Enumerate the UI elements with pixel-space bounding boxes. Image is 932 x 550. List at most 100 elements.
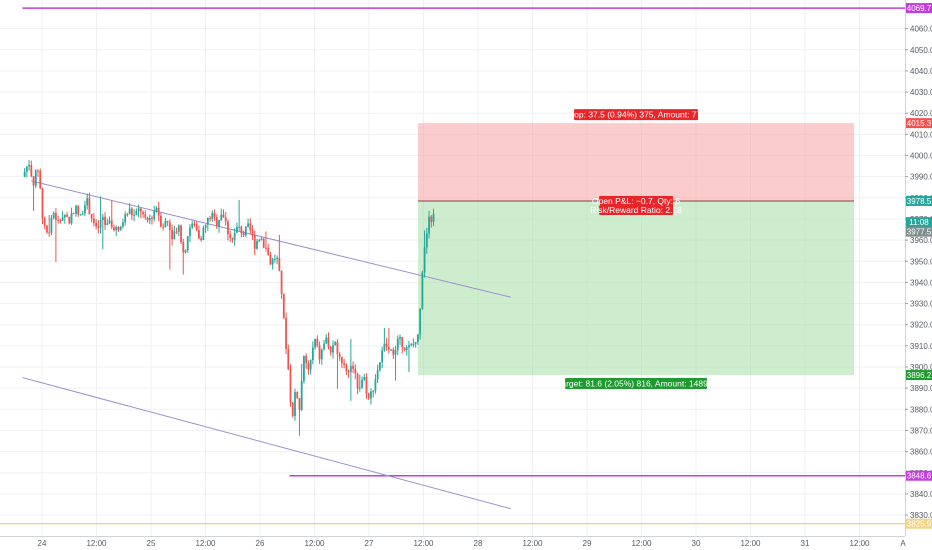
target-label-text: Target: 81.6 (2.05%) 816, Amount: 1489.6 (557, 379, 715, 389)
price-axis[interactable]: 4060.0 4050.0 4040.0 4030.0 4020.0 4010.0 4000… (905, 0, 932, 550)
candle (242, 230, 245, 237)
candle (332, 340, 334, 359)
price-tick-label: 3940.0 (910, 278, 932, 287)
candle (329, 345, 332, 356)
price-tick-label: 3960.0 (910, 236, 932, 245)
time-tick-label: 24 (38, 539, 47, 548)
candle (338, 352, 341, 361)
candle (323, 339, 325, 351)
candle (84, 200, 86, 217)
candle (61, 211, 64, 221)
candle (72, 212, 75, 215)
candle (108, 216, 111, 225)
price-tick-label: 3840.0 (910, 490, 932, 499)
candle (193, 220, 196, 228)
candle (419, 308, 422, 340)
price-badge-text: 3896.2 (907, 371, 932, 380)
trend-channel-lines[interactable] (22, 180, 511, 510)
price-tick-label: 3910.0 (910, 342, 932, 351)
candle (303, 355, 305, 384)
candle (361, 376, 363, 390)
candle (34, 169, 37, 189)
price-tick-label: 4030.0 (910, 88, 932, 97)
candle (171, 224, 173, 246)
price-tick-label: 4060.0 (910, 25, 932, 34)
candle (191, 220, 194, 230)
trendline[interactable] (30, 180, 511, 298)
price-badge: 3896.2 (906, 370, 932, 381)
candle (119, 225, 122, 231)
candle (349, 339, 352, 401)
time-tick-label: 26 (256, 539, 265, 548)
price-tick-label: 3870.0 (910, 426, 932, 435)
candle (25, 165, 28, 178)
candle (133, 209, 136, 222)
candle (113, 224, 115, 232)
time-axis[interactable]: 24 12:00 25 12:00 26 12:00 27 12:00 28 12:00 29 12:… (0, 536, 932, 550)
candle (213, 209, 216, 221)
candle (189, 224, 191, 243)
price-tick-label: 3920.0 (910, 321, 932, 330)
baseline-price-badge: 3825.9 (906, 518, 932, 529)
candle (231, 237, 234, 243)
candle (211, 210, 214, 222)
candle (32, 175, 35, 212)
price-badge-text: 11:08 (909, 218, 929, 227)
candle (68, 216, 71, 225)
candle (267, 243, 270, 256)
candle (224, 211, 227, 226)
candle (309, 359, 312, 375)
candle (314, 338, 316, 350)
price-tick-label: 3880.0 (910, 405, 932, 414)
candle (206, 217, 209, 231)
level-price-badge-text: 4069.7 (907, 4, 932, 13)
candle (218, 219, 220, 233)
candle (148, 214, 151, 225)
candle (336, 339, 339, 389)
candle (416, 334, 419, 345)
time-tick-label: 27 (365, 539, 374, 548)
candle (392, 347, 395, 360)
price-tick-label: 4040.0 (910, 67, 932, 76)
candle (414, 341, 417, 348)
candle (253, 230, 256, 256)
price-badge-text: 4015.3 (907, 119, 932, 128)
time-tick-label: 29 (583, 539, 592, 548)
candle (198, 225, 200, 240)
price-axis-bg (905, 0, 932, 550)
auto-scale-button[interactable]: A (900, 539, 906, 548)
price-badge: 3978.5 (906, 195, 932, 206)
candle (177, 224, 180, 237)
candle (79, 213, 82, 216)
candle (251, 225, 254, 241)
candle (247, 218, 249, 228)
stop-loss-zone[interactable] (418, 123, 855, 201)
candle (23, 168, 26, 178)
candle (173, 225, 176, 240)
time-tick-label: 12:00 (522, 539, 543, 548)
candle (86, 193, 89, 210)
risk-reward-text: Risk/Reward Ratio: 2.18 (590, 205, 682, 215)
candle (296, 391, 299, 400)
trendline[interactable] (22, 377, 511, 510)
candle (137, 204, 140, 218)
candle (195, 221, 198, 232)
open-pnl-text: Open P&L: −0.7, Qty: 6 (592, 196, 680, 206)
profit-target-zone[interactable] (418, 200, 855, 376)
candle (97, 220, 100, 234)
candle (343, 359, 346, 369)
candle (372, 390, 375, 398)
candle (155, 206, 158, 213)
candle (298, 397, 301, 436)
candle (325, 334, 328, 345)
candle (347, 369, 350, 379)
candle (316, 335, 319, 348)
candle (423, 230, 426, 278)
time-tick-label: 28 (474, 539, 483, 548)
candle (363, 373, 366, 382)
candle (405, 345, 408, 356)
long-position-tool[interactable] (418, 123, 855, 376)
candle (390, 349, 392, 352)
